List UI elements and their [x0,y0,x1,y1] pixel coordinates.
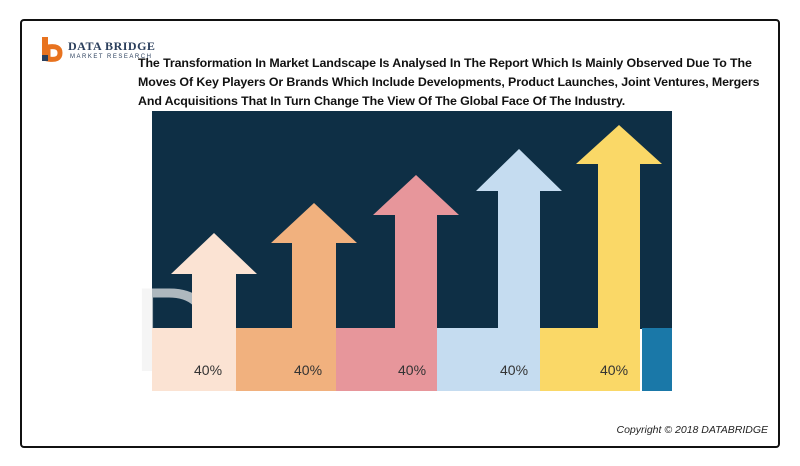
arrow-2 [236,203,357,391]
logo: DATA BRIDGE MARKET RESEARCH [40,35,155,79]
arrow-4-label: 40% [500,362,529,378]
accent-band [642,328,672,391]
infographic-frame: DATA BRIDGE MARKET RESEARCH The Transfor… [20,19,780,448]
arrow-5-label: 40% [600,362,629,378]
headline: The Transformation In Market Landscape I… [138,56,760,108]
copyright: Copyright © 2018 DATABRIDGE [616,424,769,436]
arrow-3-label: 40% [398,362,427,378]
arrow-3 [336,175,459,391]
logo-mark-icon [42,37,63,62]
logo-brand: DATA BRIDGE [68,39,156,53]
arrow-1-label: 40% [194,362,223,378]
arrow-2-label: 40% [294,362,323,378]
arrow-5 [540,125,662,391]
arrow-4 [437,149,562,391]
arrow-1 [152,233,257,391]
arrows-graphic [152,125,662,391]
logo-tagline: MARKET RESEARCH [70,54,153,60]
